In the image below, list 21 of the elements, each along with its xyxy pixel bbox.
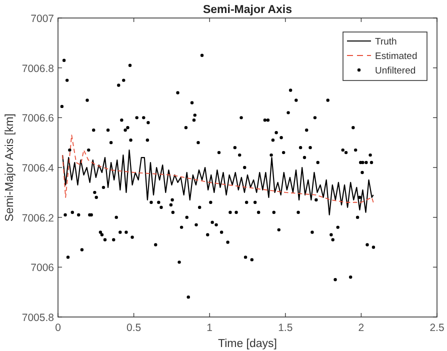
y-tick-label: 7006.2: [22, 212, 54, 224]
x-tick-label: 2: [358, 322, 364, 334]
y-tick-label: 7006.4: [22, 162, 54, 174]
x-tick-label: 0: [55, 322, 62, 334]
y-tick-label: 7007: [30, 13, 54, 25]
chart-title: Semi-Major Axis: [202, 4, 292, 16]
legend-label: Estimated: [375, 51, 418, 62]
line-series: [62, 150, 374, 216]
line-series: [62, 134, 374, 203]
legend-label: Unfiltered: [375, 66, 416, 76]
x-tick-label: 0.5: [126, 322, 142, 334]
x-tick-label: 1: [206, 322, 213, 334]
x-tick-label: 1.5: [278, 322, 293, 334]
legend-label: Truth: [375, 36, 397, 48]
y-axis-title: Semi-Major Axis [km]: [4, 114, 16, 222]
y-tick-label: 7005.8: [22, 312, 54, 324]
y-tick-label: 7006.6: [22, 112, 54, 125]
x-tick-label: 2.5: [430, 322, 444, 334]
y-tick-label: 7006.8: [22, 62, 54, 75]
y-tick-label: 7006: [30, 262, 54, 274]
x-axis-title: Time [days]: [218, 338, 278, 350]
